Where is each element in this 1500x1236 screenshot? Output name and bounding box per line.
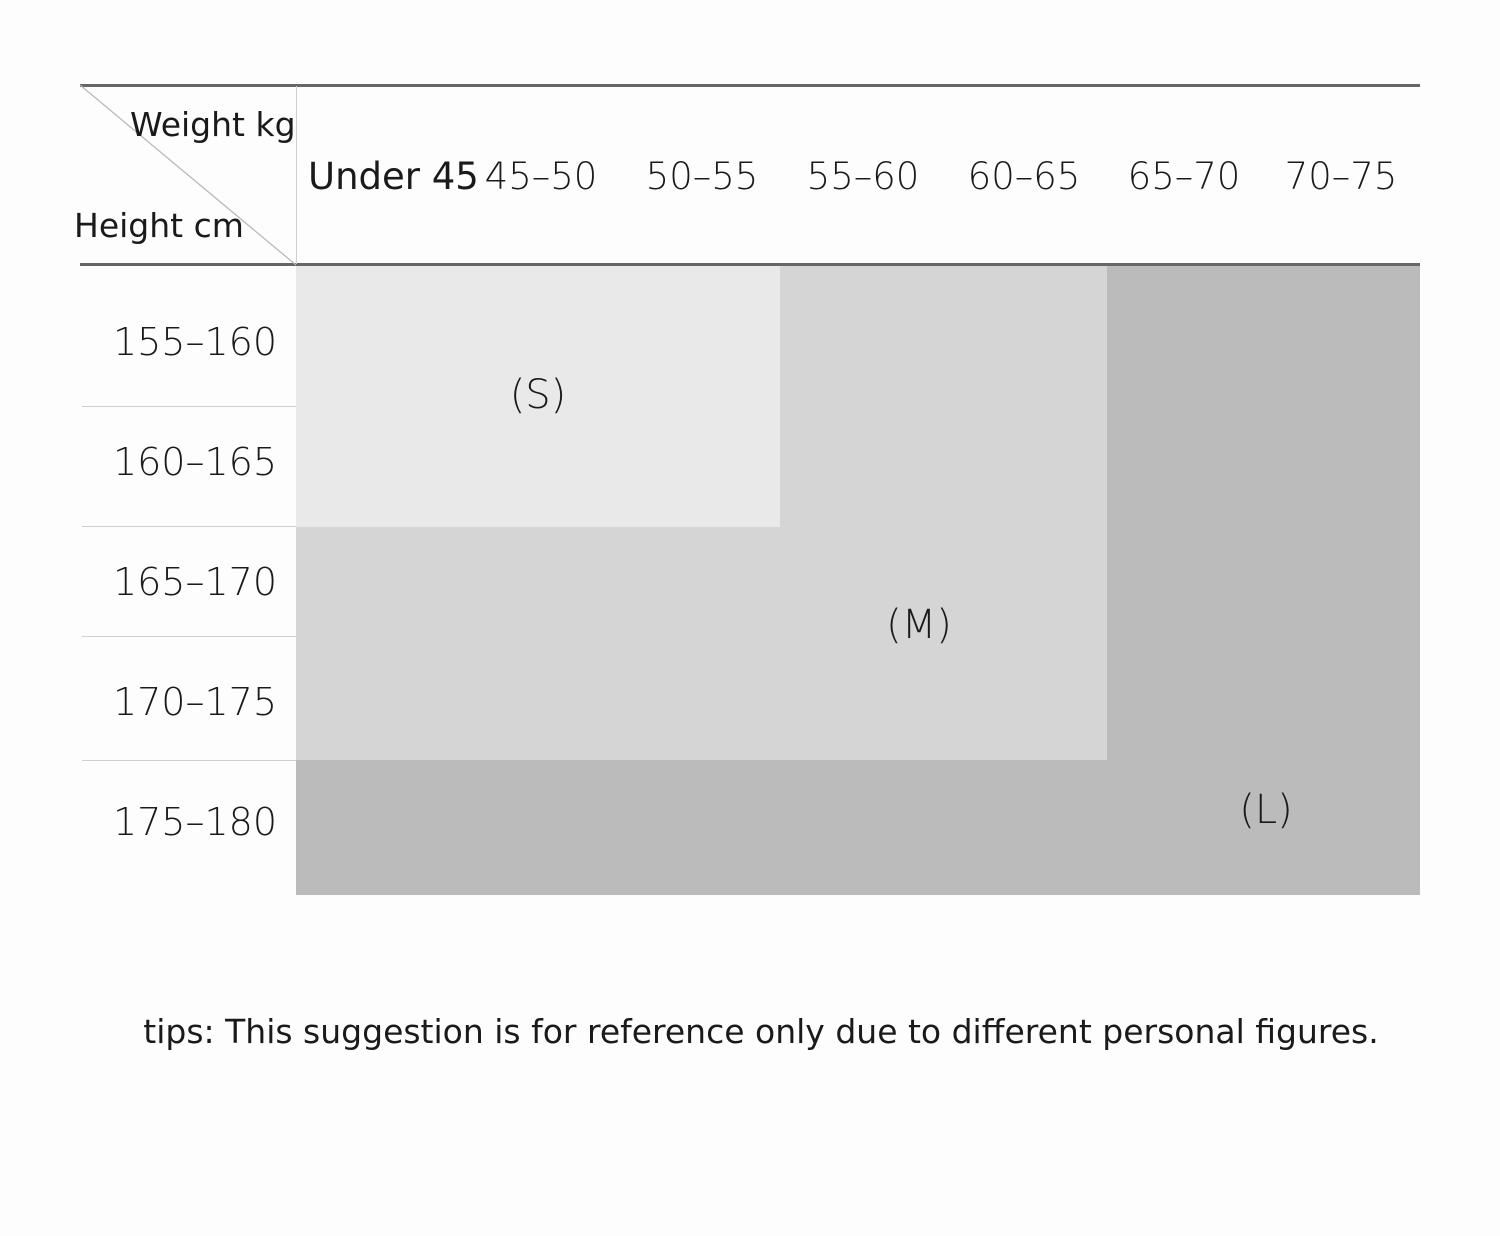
column-header: 70–75 — [1284, 155, 1398, 198]
header-column-divider — [296, 86, 297, 264]
row-divider — [82, 760, 296, 761]
row-header: 165–170 — [112, 560, 277, 604]
corner-diagonal — [80, 85, 297, 266]
row-header: 170–175 — [112, 680, 277, 724]
column-header: 50–55 — [645, 155, 759, 198]
height-axis-label: Height cm — [74, 206, 244, 245]
table-top-border — [80, 84, 1420, 87]
row-header: 155–160 — [112, 320, 277, 364]
size-s-label: (S) — [509, 372, 567, 418]
size-s-region — [296, 266, 780, 527]
size-m-label: (M) — [886, 602, 952, 648]
column-header: 45–50 — [484, 155, 598, 198]
row-header: 160–165 — [112, 440, 277, 484]
header-bottom-border — [80, 263, 1420, 266]
weight-axis-label: Weight kg — [130, 105, 296, 144]
tips-note: tips: This suggestion is for reference o… — [143, 1012, 1379, 1051]
column-header: 65–70 — [1127, 155, 1241, 198]
row-divider — [82, 526, 296, 527]
column-header: 60–65 — [967, 155, 1081, 198]
column-header: 55–60 — [806, 155, 920, 198]
size-l-label: (L) — [1239, 787, 1293, 833]
row-divider — [82, 406, 296, 407]
row-divider — [82, 636, 296, 637]
row-header: 175–180 — [112, 800, 277, 844]
column-header: Under 45 — [308, 155, 479, 198]
